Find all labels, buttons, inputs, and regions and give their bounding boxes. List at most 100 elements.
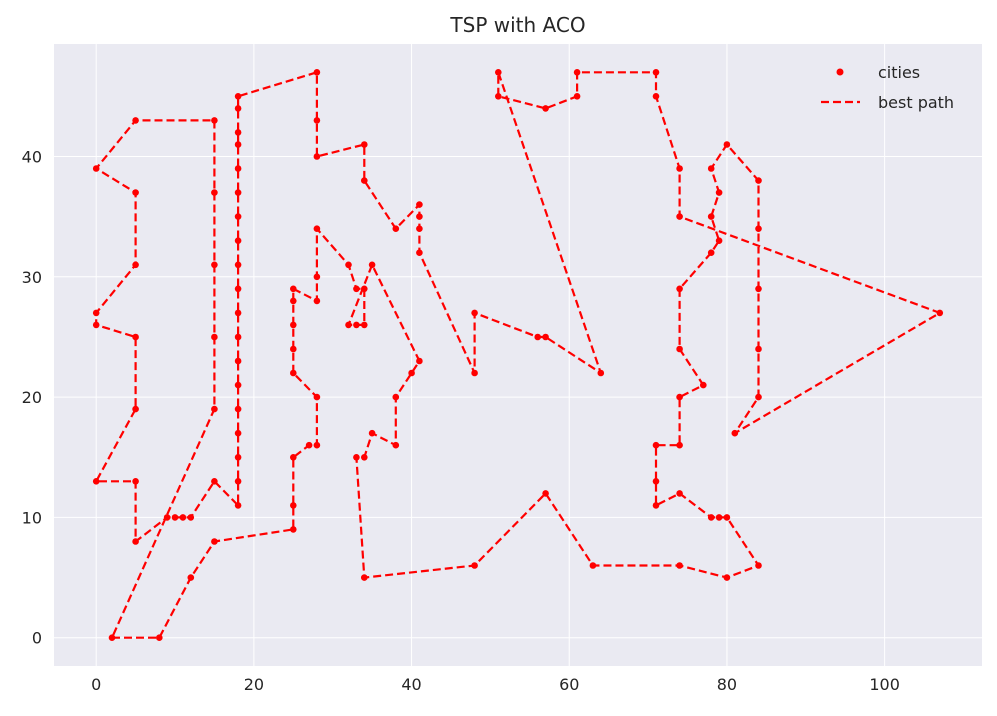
city-point <box>234 285 242 293</box>
city-point <box>676 441 683 449</box>
city-point <box>589 562 597 569</box>
city-point <box>652 502 660 509</box>
city-point <box>290 502 297 509</box>
city-point <box>211 189 218 196</box>
city-point <box>416 213 423 220</box>
city-point <box>234 129 242 136</box>
city-point <box>313 441 321 449</box>
city-point <box>179 514 187 521</box>
city-point <box>132 261 139 269</box>
chart-title: TSP with ACO <box>449 13 585 37</box>
city-point <box>416 225 423 232</box>
city-point <box>353 454 360 461</box>
city-point <box>755 562 762 569</box>
city-point <box>361 321 368 329</box>
city-point <box>345 261 352 269</box>
city-point <box>234 502 242 509</box>
city-point <box>211 405 218 413</box>
city-point <box>211 478 218 485</box>
city-point <box>313 393 321 401</box>
city-point <box>495 93 502 100</box>
city-point <box>234 237 242 244</box>
city-point <box>652 69 660 76</box>
city-point <box>723 574 731 581</box>
city-point <box>715 237 723 244</box>
city-point <box>211 261 218 269</box>
city-point <box>353 321 360 329</box>
city-point <box>700 381 707 389</box>
city-point <box>234 165 242 172</box>
city-point <box>707 514 715 521</box>
city-point <box>416 201 423 208</box>
city-point <box>652 441 660 449</box>
x-tick-label: 100 <box>869 675 900 694</box>
city-point <box>290 454 297 461</box>
city-point <box>715 189 723 196</box>
city-point <box>676 345 683 353</box>
city-point <box>234 309 242 317</box>
city-point <box>290 369 297 377</box>
city-point <box>597 369 605 377</box>
city-point <box>313 117 321 124</box>
city-point <box>573 69 581 76</box>
y-tick-label: 20 <box>22 388 42 407</box>
city-point <box>361 141 368 148</box>
city-point <box>534 333 541 341</box>
city-point <box>290 285 297 293</box>
city-point <box>234 429 242 437</box>
city-point <box>731 429 739 437</box>
city-point <box>652 93 660 100</box>
city-point <box>755 225 762 232</box>
city-point <box>676 562 683 569</box>
y-tick-label: 10 <box>22 508 42 527</box>
city-point <box>313 297 321 305</box>
city-point <box>676 490 683 497</box>
city-point <box>234 357 242 365</box>
city-point <box>171 514 179 521</box>
x-tick-label: 20 <box>244 675 264 694</box>
city-point <box>368 261 376 269</box>
city-point <box>305 441 313 449</box>
city-point <box>471 369 478 377</box>
city-point <box>234 189 242 196</box>
city-point <box>542 333 549 341</box>
city-point <box>234 381 242 389</box>
city-point <box>92 309 100 317</box>
city-point <box>676 213 683 220</box>
city-point <box>234 93 242 100</box>
city-point <box>755 285 762 293</box>
city-point <box>936 309 944 317</box>
city-point <box>313 69 321 76</box>
cities-series <box>92 69 944 641</box>
city-point <box>234 333 242 341</box>
city-point <box>755 393 762 401</box>
city-point <box>416 357 423 365</box>
city-point <box>234 454 242 461</box>
city-point <box>132 189 139 196</box>
city-point <box>755 345 762 353</box>
city-point <box>187 574 195 581</box>
city-point <box>345 321 352 329</box>
legend-cities-marker <box>836 68 844 76</box>
city-point <box>495 69 502 76</box>
legend: cities best path <box>821 63 954 112</box>
city-point <box>211 538 218 545</box>
city-point <box>313 273 321 281</box>
city-point <box>416 249 423 256</box>
city-point <box>132 405 139 413</box>
city-point <box>361 177 368 184</box>
city-point <box>707 213 715 220</box>
city-point <box>542 105 549 112</box>
city-point <box>234 213 242 220</box>
x-tick-label: 60 <box>559 675 579 694</box>
city-point <box>368 429 376 437</box>
city-point <box>392 441 400 449</box>
city-point <box>361 574 368 581</box>
city-point <box>234 105 242 112</box>
city-point <box>290 345 297 353</box>
city-point <box>187 514 195 521</box>
city-point <box>353 285 360 293</box>
city-point <box>676 285 683 293</box>
city-point <box>313 153 321 160</box>
